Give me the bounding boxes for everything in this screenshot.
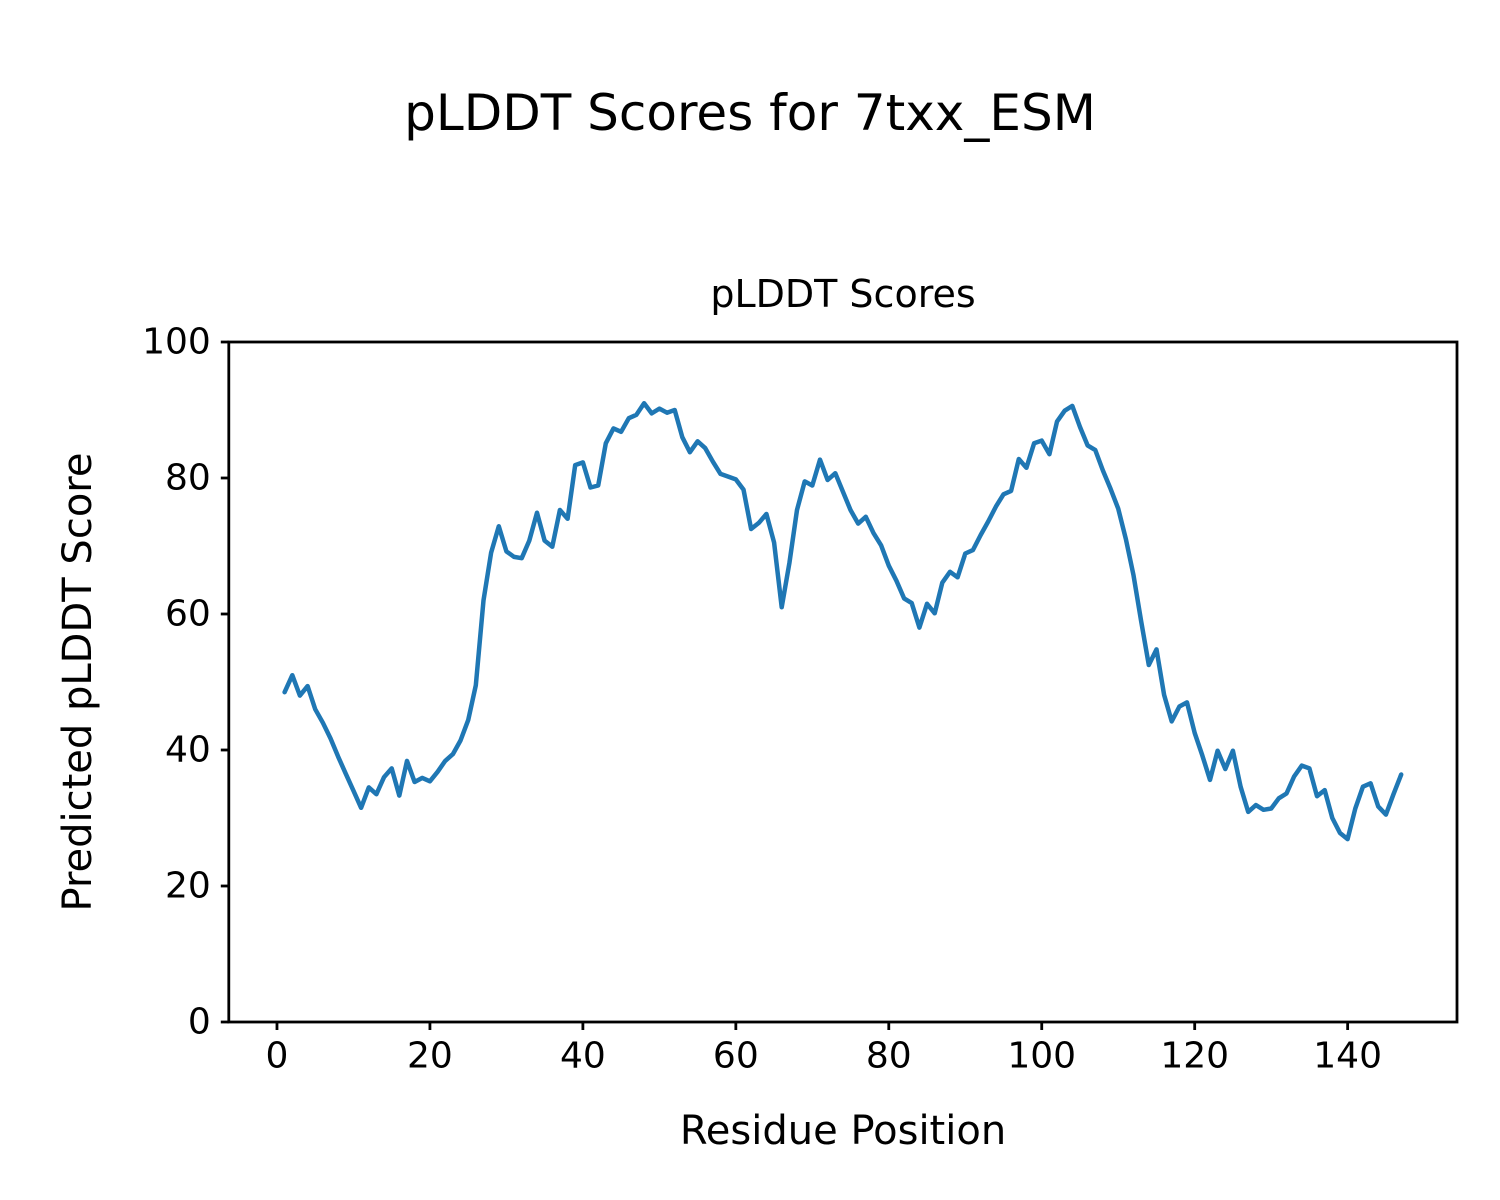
x-tick-label: 120 xyxy=(1160,1036,1229,1077)
x-tick-label: 20 xyxy=(407,1036,453,1077)
x-tick-label: 140 xyxy=(1313,1036,1382,1077)
y-tick-label: 60 xyxy=(165,594,211,635)
x-axis-label: Residue Position xyxy=(679,1108,1007,1154)
y-tick-label: 80 xyxy=(165,458,211,499)
figure-title: pLDDT Scores for 7txx_ESM xyxy=(404,84,1096,142)
y-tick-label: 20 xyxy=(165,866,211,907)
y-axis-label: Predicted pLDDT Score xyxy=(55,452,101,912)
y-tick-label: 0 xyxy=(188,1002,211,1043)
axes-spines xyxy=(227,340,1459,1024)
plddt-line xyxy=(282,400,1404,842)
x-tick-label: 100 xyxy=(1007,1036,1076,1077)
axes-title: pLDDT Scores xyxy=(710,272,976,316)
x-tick-label: 40 xyxy=(560,1036,606,1077)
y-tick-label: 40 xyxy=(165,730,211,771)
x-tick-label: 60 xyxy=(713,1036,759,1077)
x-tick-label: 80 xyxy=(866,1036,912,1077)
y-tick-label: 100 xyxy=(142,322,211,363)
x-tick-label: 0 xyxy=(266,1036,289,1077)
